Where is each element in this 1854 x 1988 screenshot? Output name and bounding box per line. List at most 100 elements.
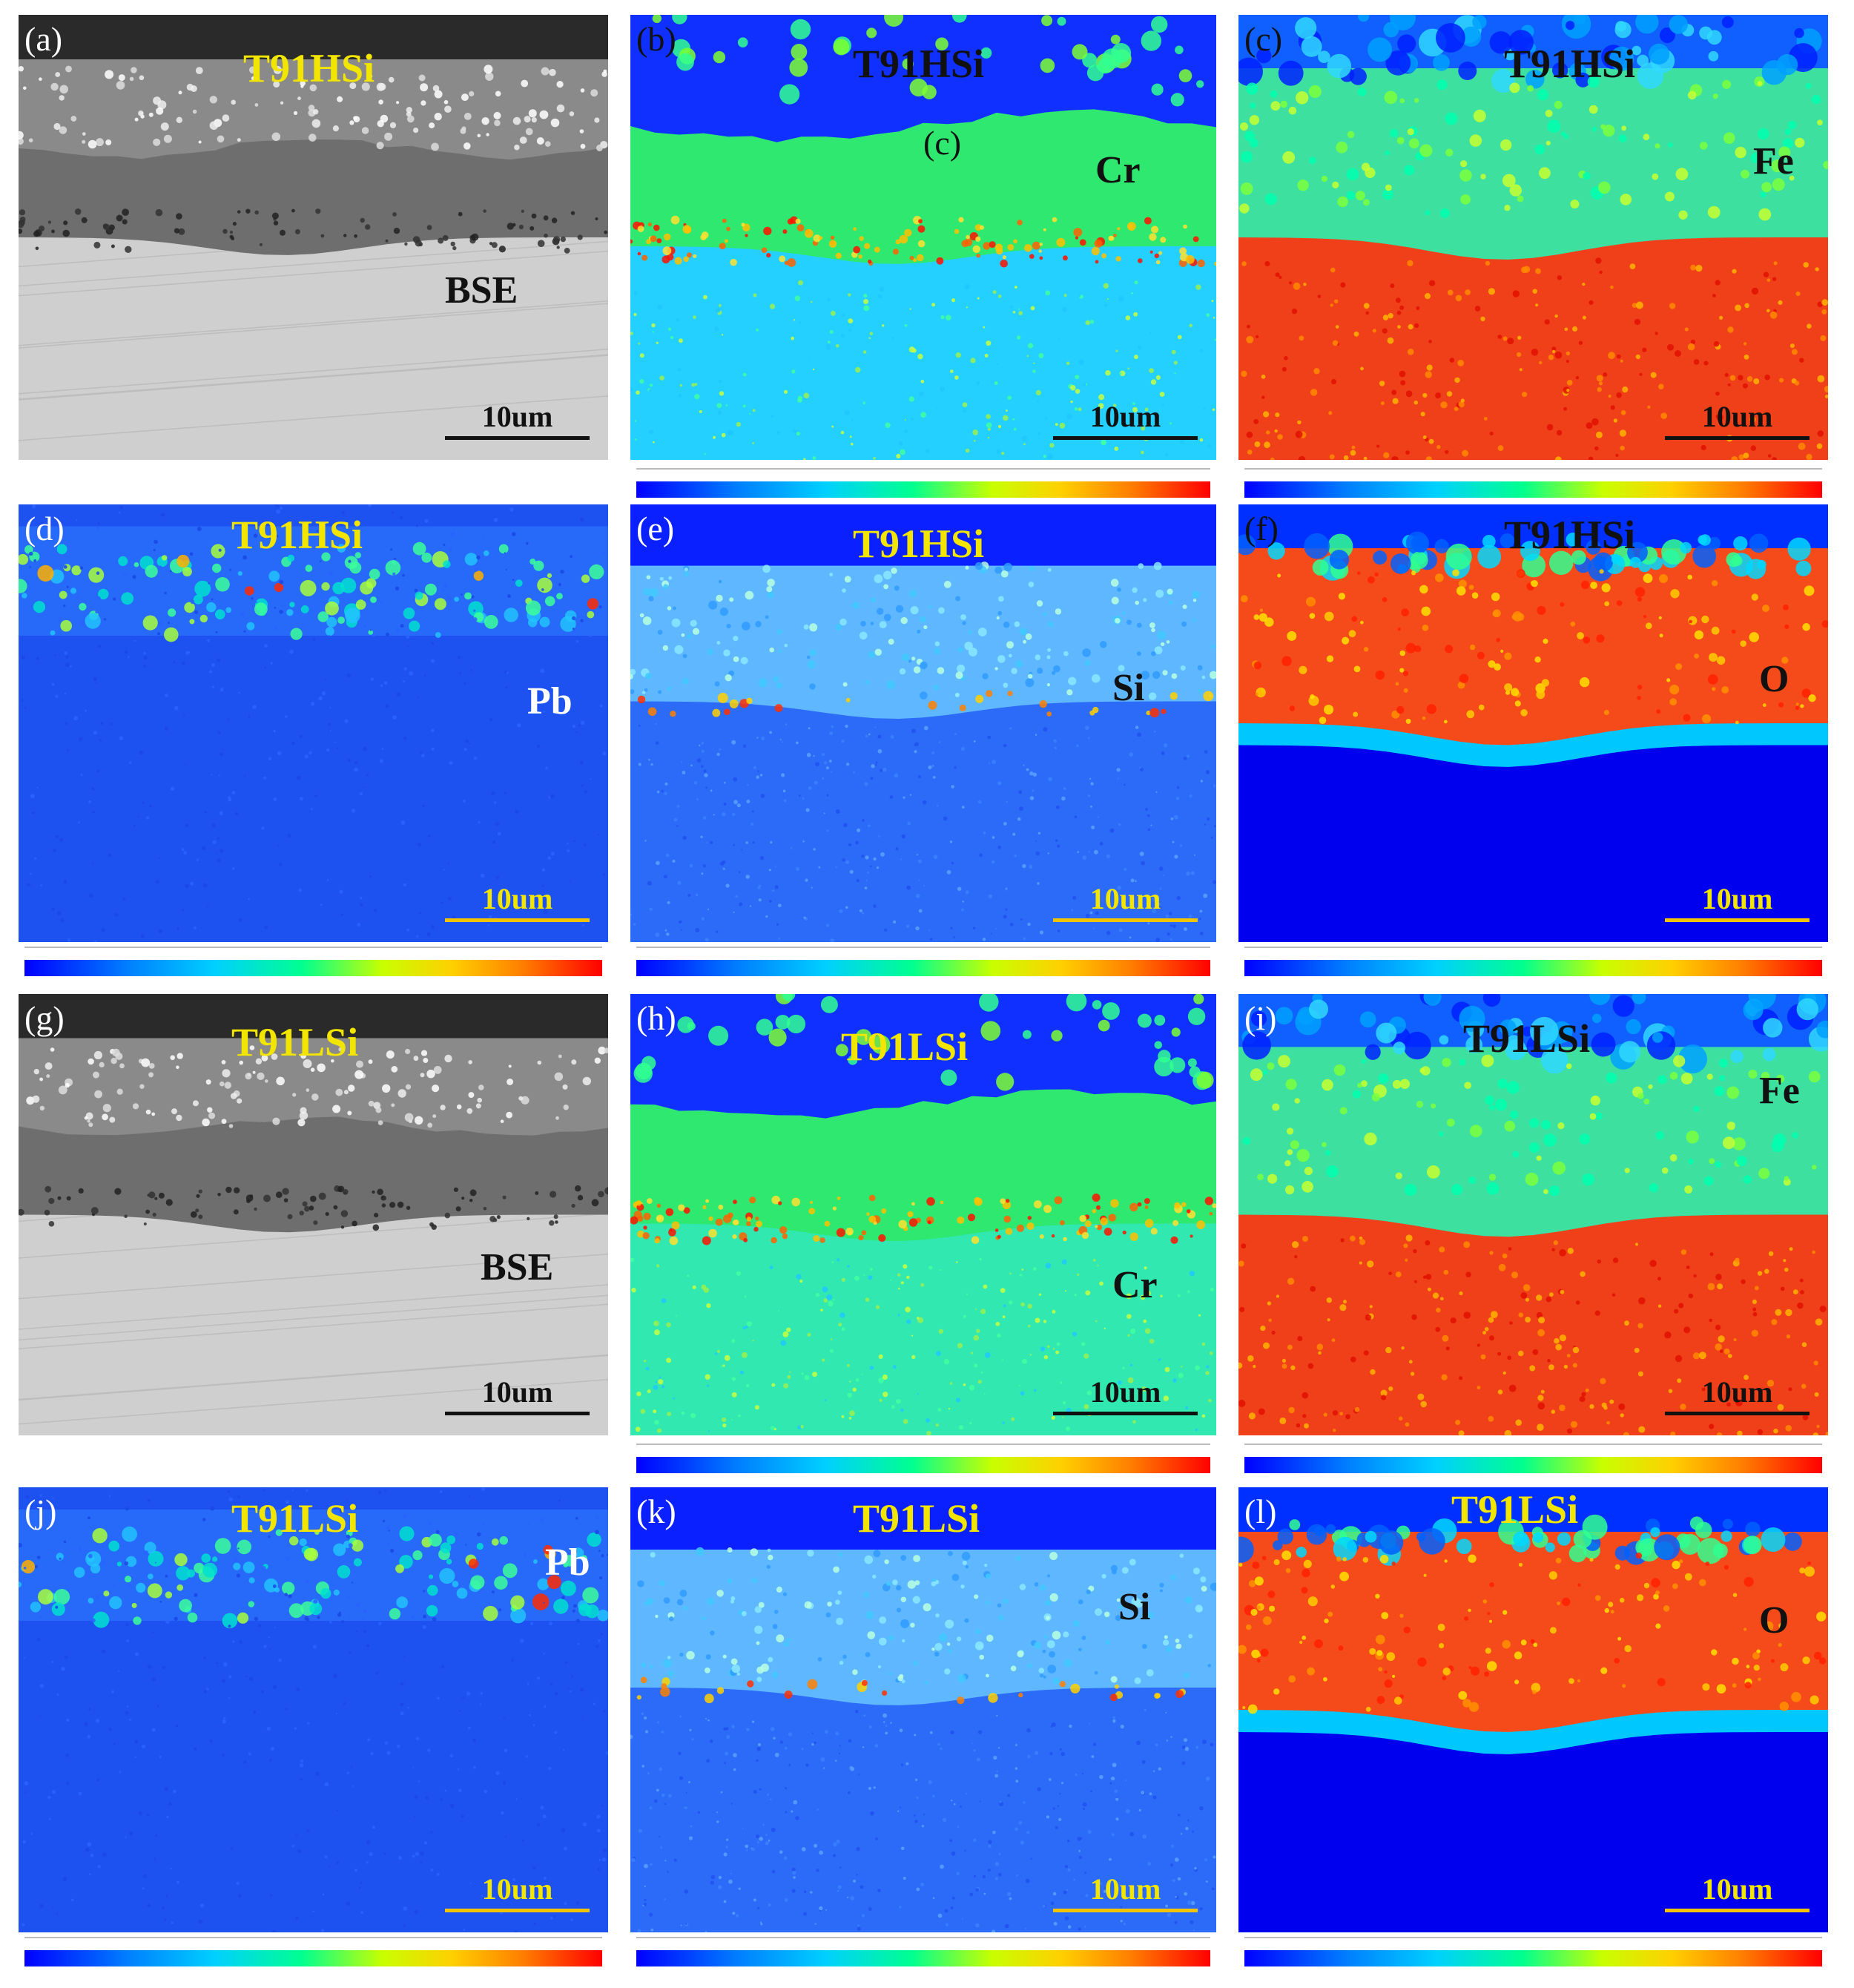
panel-label: (b) <box>636 20 676 58</box>
panel-label: (c) <box>1244 20 1283 58</box>
scale-bar-line <box>1665 918 1810 922</box>
intensity-colorbar <box>636 1439 1210 1482</box>
panel-i: (i) T91LSi Fe 10um <box>1238 994 1828 1435</box>
element-label: O <box>1759 1599 1789 1642</box>
scale-bar-line <box>445 918 590 922</box>
panel-b: (b) T91HSi (c) Cr 10um <box>630 15 1216 460</box>
panel-label: (h) <box>636 999 676 1037</box>
scale-bar-text: 10um <box>481 1872 553 1906</box>
panel-a: (a) T91HSi BSE 10um <box>19 15 608 460</box>
micrograph-f <box>1238 504 1828 942</box>
intensity-colorbar <box>1244 464 1822 507</box>
scale-bar: 10um <box>1053 884 1198 922</box>
panel-l: (l) T91LSi O 10um <box>1238 1487 1828 1932</box>
panel-c: (c) T91HSi Fe 10um <box>1238 15 1828 460</box>
scale-bar: 10um <box>1053 402 1198 440</box>
scale-bar-text: 10um <box>481 1375 553 1409</box>
panel-label: (k) <box>636 1492 676 1530</box>
micrograph-h <box>630 994 1216 1435</box>
scale-bar-line <box>1665 436 1810 440</box>
intensity-colorbar <box>636 942 1210 985</box>
panel-label: (j) <box>24 1492 57 1530</box>
intensity-colorbar <box>636 464 1210 507</box>
element-label: BSE <box>445 269 518 312</box>
panel-f: (f) T91HSi O 10um <box>1238 504 1828 942</box>
scale-bar-line <box>445 1909 590 1912</box>
panel-label: (f) <box>1244 510 1279 547</box>
scale-bar-text: 10um <box>1701 1872 1773 1906</box>
scale-bar-text: 10um <box>1701 1375 1773 1409</box>
sample-title: T91LSi <box>231 1020 359 1064</box>
scale-bar-line <box>1053 1909 1198 1912</box>
scale-bar: 10um <box>445 1875 590 1912</box>
scale-bar: 10um <box>1665 884 1810 922</box>
panel-h: (h) T91LSi Cr 10um <box>630 994 1216 1435</box>
micrograph-c <box>1238 15 1828 460</box>
element-label: Pb <box>527 680 573 723</box>
intensity-colorbar <box>1244 1439 1822 1482</box>
sample-title: T91HSi <box>1504 513 1636 557</box>
panel-g: (g) T91LSi BSE 10um <box>19 994 608 1435</box>
scale-bar-line <box>1053 436 1198 440</box>
scale-bar: 10um <box>1053 1875 1198 1912</box>
intensity-colorbar <box>636 1932 1210 1975</box>
intensity-colorbar <box>1244 1932 1822 1975</box>
micrograph-i <box>1238 994 1828 1435</box>
scale-bar-line <box>445 436 590 440</box>
element-label: Pb <box>545 1541 590 1584</box>
panel-label: (a) <box>24 20 63 58</box>
sample-title: T91HSi <box>853 521 985 566</box>
scale-bar: 10um <box>445 884 590 922</box>
scale-bar: 10um <box>1665 1875 1810 1912</box>
panel-label: (e) <box>636 510 675 547</box>
sample-title: T91LSi <box>1463 1016 1591 1061</box>
panel-d: (d) T91HSi Pb 10um <box>19 504 608 942</box>
scale-bar-text: 10um <box>481 400 553 433</box>
panel-label: (g) <box>24 999 65 1037</box>
sample-title: T91HSi <box>231 513 363 557</box>
sample-title: T91LSi <box>841 1024 969 1069</box>
scale-bar-text: 10um <box>1089 1872 1161 1906</box>
micrograph-e <box>630 504 1216 942</box>
sample-title: T91LSi <box>853 1496 980 1541</box>
panel-e: (e) T91HSi Si 10um <box>630 504 1216 942</box>
element-label: Fe <box>1753 140 1794 182</box>
micrograph-b <box>630 15 1216 460</box>
panel-k: (k) T91LSi Si 10um <box>630 1487 1216 1932</box>
micrograph-k <box>630 1487 1216 1932</box>
scale-bar-text: 10um <box>481 882 553 915</box>
scale-bar: 10um <box>1665 1378 1810 1415</box>
element-label: Cr <box>1095 149 1141 191</box>
panel-label: (d) <box>24 510 65 547</box>
micrograph-g <box>19 994 608 1435</box>
element-label: Cr <box>1112 1264 1158 1306</box>
scale-bar-line <box>1665 1412 1810 1415</box>
scale-bar-text: 10um <box>1701 882 1773 915</box>
scale-bar-text: 10um <box>1089 882 1161 915</box>
panel-label: (l) <box>1244 1492 1277 1530</box>
sample-title: T91LSi <box>1451 1487 1579 1532</box>
scale-bar: 10um <box>445 402 590 440</box>
scale-bar-line <box>1665 1909 1810 1912</box>
micrograph-d <box>19 504 608 942</box>
micrograph-j <box>19 1487 608 1932</box>
element-label: Si <box>1118 1586 1151 1628</box>
panel-j: (j) T91LSi Pb 10um <box>19 1487 608 1932</box>
element-label: BSE <box>481 1246 554 1288</box>
scale-bar-line <box>1053 1412 1198 1415</box>
intensity-colorbar <box>1244 942 1822 985</box>
micrograph-l <box>1238 1487 1828 1932</box>
scale-bar-text: 10um <box>1089 400 1161 433</box>
element-label: O <box>1759 658 1789 700</box>
sample-title: T91HSi <box>1504 42 1636 86</box>
micrograph-a <box>19 15 608 460</box>
sample-title: T91HSi <box>243 46 375 90</box>
scale-bar-text: 10um <box>1089 1375 1161 1409</box>
intensity-colorbar <box>24 942 602 985</box>
inset-label: (c) <box>923 124 962 162</box>
scale-bar: 10um <box>445 1378 590 1415</box>
element-label: Fe <box>1759 1070 1800 1112</box>
sample-title: T91LSi <box>231 1496 359 1541</box>
sample-title: T91HSi <box>853 42 985 86</box>
scale-bar-line <box>445 1412 590 1415</box>
